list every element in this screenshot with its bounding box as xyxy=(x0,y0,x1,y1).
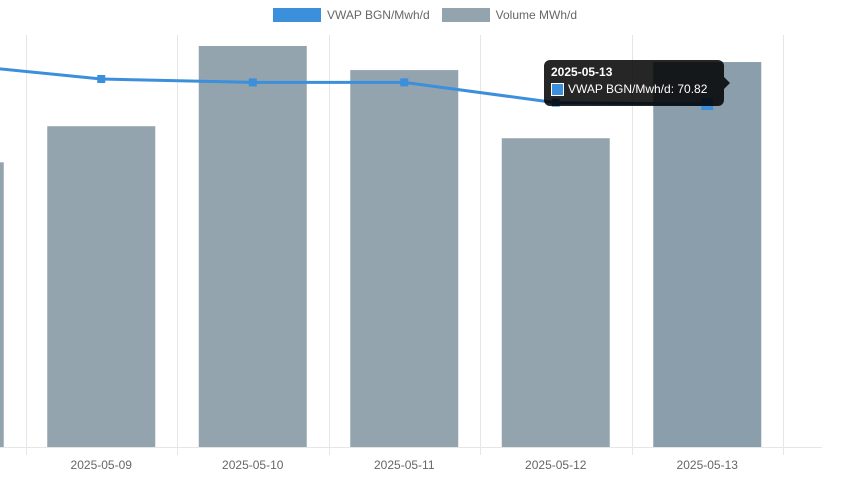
volume-bar xyxy=(501,138,610,448)
volume-bar xyxy=(653,62,762,447)
x-tick-label: 2025-05-12 xyxy=(525,458,587,472)
tooltip-swatch xyxy=(551,82,564,96)
tooltip-row: VWAP BGN/Mwh/d: 70.82 xyxy=(551,82,717,96)
volume-bar xyxy=(0,162,4,448)
volume-bars xyxy=(0,46,762,448)
legend: VWAP BGN/Mwh/d Volume MWh/d xyxy=(0,8,850,22)
volume-bar xyxy=(350,70,459,447)
tooltip-title: 2025-05-13 xyxy=(551,65,613,79)
legend-swatch-volume xyxy=(441,8,490,22)
x-tick-label: 2025-05-10 xyxy=(222,458,284,472)
vwap-point xyxy=(97,75,106,83)
x-tick-label: 2025-05-11 xyxy=(374,458,435,472)
x-tick-label: 2025-05-09 xyxy=(71,458,133,472)
vwap-point xyxy=(400,78,409,87)
legend-label-vwap: VWAP BGN/Mwh/d xyxy=(326,8,430,22)
tooltip-caret xyxy=(724,77,730,89)
legend-item-volume[interactable]: Volume MWh/d xyxy=(441,8,578,22)
tooltip: 2025-05-13 VWAP BGN/Mwh/d: 70.82 xyxy=(544,60,730,106)
legend-swatch-vwap xyxy=(272,8,321,22)
volume-bar xyxy=(47,126,156,447)
legend-item-vwap[interactable]: VWAP BGN/Mwh/d xyxy=(272,8,430,22)
x-axis-ticks: 2025-05-082025-05-092025-05-102025-05-11… xyxy=(71,458,739,472)
x-tick-label: 2025-05-13 xyxy=(677,458,739,472)
vwap-point xyxy=(248,78,257,87)
legend-label-volume: Volume MWh/d xyxy=(495,8,578,22)
volume-bar xyxy=(198,46,307,447)
tooltip-label: VWAP BGN/Mwh/d: 70.82 xyxy=(568,82,708,96)
